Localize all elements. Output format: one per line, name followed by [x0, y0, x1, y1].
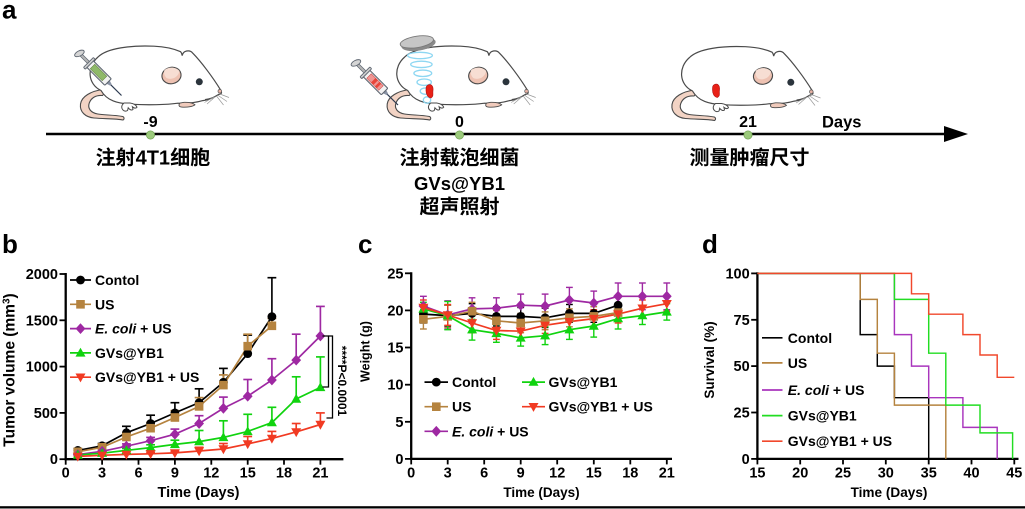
svg-text:12: 12 — [549, 466, 565, 482]
svg-text:E. coli + US: E. coli + US — [95, 321, 172, 337]
svg-text:15: 15 — [240, 466, 256, 482]
svg-text:75: 75 — [734, 313, 750, 329]
svg-text:Contol: Contol — [788, 330, 832, 346]
svg-text:b: b — [2, 229, 18, 259]
svg-text:1500: 1500 — [26, 313, 58, 329]
svg-text:0: 0 — [742, 452, 750, 468]
svg-text:18: 18 — [622, 466, 638, 482]
svg-text:US: US — [452, 399, 471, 415]
svg-text:40: 40 — [963, 466, 979, 482]
svg-text:12: 12 — [203, 466, 219, 482]
svg-text:45: 45 — [1006, 466, 1022, 482]
svg-text:GVs@YB1 + US: GVs@YB1 + US — [95, 369, 199, 385]
svg-text:21: 21 — [659, 466, 675, 482]
svg-text:Survival (%): Survival (%) — [702, 321, 717, 398]
svg-text:20: 20 — [792, 466, 808, 482]
svg-text:GVs@YB1: GVs@YB1 — [788, 408, 857, 424]
svg-text:30: 30 — [878, 466, 894, 482]
svg-text:35: 35 — [921, 466, 937, 482]
svg-text:US: US — [788, 355, 807, 371]
svg-text:Contol: Contol — [452, 374, 496, 390]
svg-text:10: 10 — [387, 378, 403, 394]
svg-text:25: 25 — [387, 266, 403, 282]
svg-text:Contol: Contol — [95, 272, 139, 288]
svg-text:100: 100 — [725, 266, 749, 282]
svg-text:0: 0 — [50, 452, 58, 468]
svg-text:****P<0.0001: ****P<0.0001 — [335, 346, 349, 417]
svg-text:21: 21 — [739, 114, 757, 131]
svg-text:9: 9 — [171, 466, 179, 482]
svg-text:5: 5 — [395, 415, 403, 431]
svg-text:1000: 1000 — [26, 360, 58, 376]
svg-text:GVs@YB1 + US: GVs@YB1 + US — [788, 433, 892, 449]
svg-text:15: 15 — [387, 341, 403, 357]
svg-text:Time (Days): Time (Days) — [851, 485, 928, 500]
svg-text:25: 25 — [835, 466, 851, 482]
svg-text:3: 3 — [444, 466, 452, 482]
svg-text:GVs@YB1 + US: GVs@YB1 + US — [549, 399, 653, 415]
svg-text:c: c — [358, 229, 372, 259]
svg-text:6: 6 — [134, 466, 142, 482]
svg-text:2000: 2000 — [26, 267, 58, 283]
svg-text:a: a — [2, 0, 17, 25]
svg-text:Time (Days): Time (Days) — [158, 485, 240, 501]
svg-text:GVs@YB1: GVs@YB1 — [95, 345, 164, 361]
svg-text:9: 9 — [517, 466, 525, 482]
svg-text:GVs@YB1: GVs@YB1 — [414, 173, 505, 194]
svg-text:6: 6 — [480, 466, 488, 482]
svg-text:-9: -9 — [143, 114, 157, 131]
svg-text:3: 3 — [98, 466, 106, 482]
svg-text:Days: Days — [822, 114, 861, 132]
svg-text:Tumor volume (mm3): Tumor volume (mm3) — [2, 293, 19, 446]
svg-text:Weight (g): Weight (g) — [359, 321, 373, 382]
svg-text:d: d — [702, 229, 718, 259]
svg-text:US: US — [95, 296, 114, 312]
svg-text:50: 50 — [734, 359, 750, 375]
svg-text:500: 500 — [34, 406, 58, 422]
svg-text:0: 0 — [395, 452, 403, 468]
svg-text:E. coli + US: E. coli + US — [788, 382, 865, 398]
svg-text:15: 15 — [749, 466, 765, 482]
svg-text:20: 20 — [387, 303, 403, 319]
svg-text:15: 15 — [586, 466, 602, 482]
svg-text:25: 25 — [734, 406, 750, 422]
svg-text:E. coli + US: E. coli + US — [452, 423, 529, 439]
svg-text:4T1: 4T1 — [136, 148, 170, 170]
svg-text:21: 21 — [312, 466, 328, 482]
svg-text:GVs@YB1: GVs@YB1 — [549, 374, 618, 390]
svg-text:18: 18 — [276, 466, 292, 482]
svg-text:Time (Days): Time (Days) — [503, 485, 579, 500]
svg-text:0: 0 — [407, 466, 415, 482]
svg-text:0: 0 — [455, 114, 464, 131]
svg-text:0: 0 — [62, 466, 70, 482]
